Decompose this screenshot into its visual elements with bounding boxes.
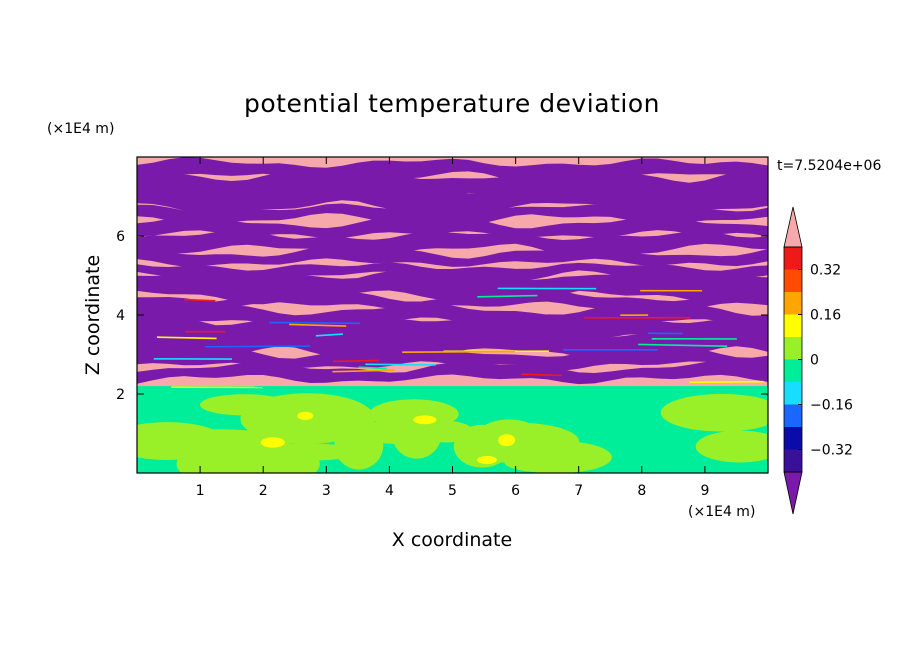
colorbar-label: −0.16 — [810, 398, 853, 414]
filament — [333, 360, 379, 361]
colorbar-label: −0.32 — [810, 443, 853, 459]
y-tick-label: 6 — [116, 229, 125, 245]
colorbar-segment — [784, 292, 802, 315]
colorbar-label: 0.16 — [810, 308, 841, 324]
x-unit-label: (×1E4 m) — [688, 504, 755, 520]
time-label: t=7.5204e+06 — [777, 158, 881, 174]
x-tick-label: 7 — [574, 483, 583, 499]
colorbar-label: 0 — [810, 353, 819, 369]
y-tick-label: 4 — [116, 308, 125, 324]
colorbar-label: 0.32 — [810, 263, 841, 279]
x-tick-label: 5 — [448, 483, 457, 499]
y-axis-label: Z coordinate — [82, 255, 104, 375]
x-tick-label: 1 — [196, 483, 205, 499]
y-tick-label: 2 — [116, 387, 125, 403]
colorbar-segment — [784, 247, 802, 270]
filament — [689, 382, 763, 383]
x-tick-label: 3 — [322, 483, 331, 499]
yellow-patch — [413, 415, 436, 424]
chart-title: potential temperature deviation — [244, 89, 660, 118]
filament — [269, 323, 360, 324]
x-tick-label: 6 — [511, 483, 520, 499]
colorbar-segment — [784, 337, 802, 360]
lime-patch — [243, 443, 365, 460]
x-tick-label: 9 — [700, 483, 709, 499]
lime-patch — [696, 431, 784, 463]
colorbar: 0.32 0.16 0 −0.16 −0.32 — [784, 207, 853, 514]
filament — [365, 364, 435, 365]
colorbar-segment — [784, 450, 802, 473]
lime-patch — [110, 422, 225, 460]
colorbar-segment — [784, 315, 802, 338]
lime-patch — [661, 394, 783, 432]
colorbar-segment — [784, 427, 802, 450]
lime-patch — [369, 399, 459, 429]
x-tick-label: 4 — [385, 483, 394, 499]
contour-field — [110, 157, 784, 489]
x-axis-label: X coordinate — [392, 529, 512, 551]
colorbar-segment — [784, 270, 802, 293]
colorbar-segment — [784, 382, 802, 405]
colorbar-segment — [784, 360, 802, 383]
lime-patch — [456, 423, 579, 461]
y-unit-label: (×1E4 m) — [47, 121, 114, 137]
yellow-patch — [261, 437, 285, 447]
yellow-patch — [297, 412, 313, 420]
filament — [402, 352, 515, 353]
colorbar-under-arrow — [784, 472, 802, 514]
filament — [205, 346, 310, 347]
yellow-patch — [477, 456, 497, 464]
colorbar-over-arrow — [784, 207, 802, 247]
x-tick-label: 2 — [259, 483, 268, 499]
yellow-patch — [498, 434, 515, 446]
colorbar-segment — [784, 405, 802, 428]
x-tick-label: 8 — [637, 483, 646, 499]
